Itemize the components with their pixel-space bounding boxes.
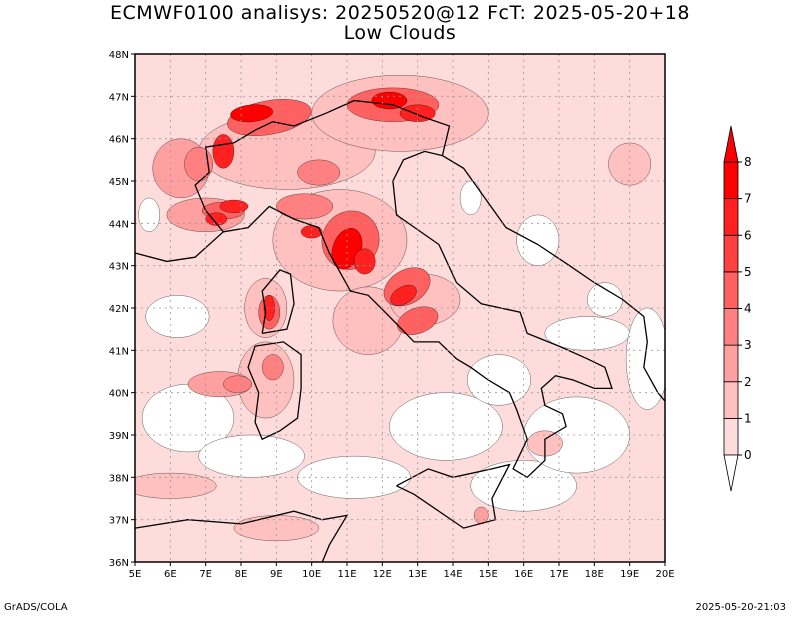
africa-coast-outline <box>135 510 349 562</box>
colorbar-segment <box>723 381 739 419</box>
lon-tick-label: 16E <box>514 569 533 580</box>
cloud-cell <box>371 91 408 110</box>
lat-tick-label: 42N <box>109 304 129 315</box>
italy-mainland-outline <box>194 99 613 479</box>
colorbar-label: 0 <box>744 448 752 462</box>
colorbar-segment <box>723 344 739 383</box>
colorbar-max-arrow <box>723 125 739 163</box>
colorbar: 0 1 2 3 4 5 6 7 8 <box>723 125 752 492</box>
lat-tick-label: 40N <box>109 389 129 400</box>
lon-tick-label: 6E <box>164 569 177 580</box>
colorbar-label: 1 <box>744 411 752 425</box>
map-title: ECMWF0100 analisys: 20250520@12 FcT: 202… <box>110 2 690 24</box>
lat-tick-label: 45N <box>109 177 129 188</box>
cloud-cell <box>223 375 252 393</box>
graticule <box>135 54 665 562</box>
footer-credit: GrADS/COLA <box>4 602 68 613</box>
lon-tick-label: 14E <box>443 569 462 580</box>
cloud-cell <box>198 434 305 478</box>
cloud-cell <box>459 180 482 216</box>
cloud-cell <box>184 146 213 182</box>
lat-tick-label: 48N <box>109 50 129 61</box>
cloud-cell <box>397 306 439 335</box>
lat-tick-label: 36N <box>109 558 129 569</box>
colorbar-segment <box>723 198 739 236</box>
lon-tick-label: 10E <box>302 569 321 580</box>
cloud-cell <box>138 197 160 233</box>
lon-tick-label: 15E <box>479 569 498 580</box>
colorbar-label: 4 <box>744 302 752 316</box>
colorbar-label: 5 <box>744 265 752 279</box>
colorbar-segment <box>723 161 739 200</box>
cloud-cell <box>205 212 228 226</box>
cloud-cell <box>261 354 284 381</box>
lat-tick-label: 38N <box>109 473 129 484</box>
lon-tick-label: 12E <box>373 569 392 580</box>
colorbar-label: 3 <box>744 338 752 352</box>
cloud-cell <box>608 142 652 186</box>
cloud-cell <box>276 193 334 220</box>
lon-tick-label: 17E <box>549 569 568 580</box>
sicily-outline <box>396 463 511 529</box>
latitude-axis: 36N 37N 38N 39N 40N 41N 42N 43N 44N 45N 46N 47N 48N <box>109 50 135 569</box>
cloud-cell <box>466 354 531 406</box>
lat-tick-label: 47N <box>109 92 129 103</box>
lon-tick-label: 9E <box>270 569 283 580</box>
lat-tick-label: 43N <box>109 262 129 273</box>
corsica-outline <box>261 269 295 335</box>
france-coast-outline <box>135 231 224 263</box>
lon-tick-label: 8E <box>235 569 248 580</box>
cloud-cell <box>297 159 341 186</box>
lon-tick-label: 19E <box>620 569 639 580</box>
lon-tick-label: 20E <box>655 569 674 580</box>
lon-tick-label: 5E <box>129 569 142 580</box>
lat-tick-label: 39N <box>109 431 129 442</box>
cloud-cell <box>135 472 217 499</box>
colorbar-label: 8 <box>744 155 752 169</box>
colorbar-segment <box>723 234 739 273</box>
coastline-outline <box>135 99 665 562</box>
lat-tick-label: 41N <box>109 346 129 357</box>
colorbar-label: 7 <box>744 192 752 206</box>
colorbar-min-arrow <box>723 454 739 492</box>
cloud-cell <box>145 295 210 338</box>
lat-tick-label: 44N <box>109 219 129 230</box>
lon-tick-label: 11E <box>337 569 356 580</box>
cloud-cell <box>353 248 376 275</box>
colorbar-segment <box>723 308 739 346</box>
lon-tick-label: 13E <box>408 569 427 580</box>
map-subtitle: Low Clouds <box>343 22 457 44</box>
lat-tick-label: 37N <box>109 516 129 527</box>
colorbar-label: 6 <box>744 228 752 242</box>
sardinia-outline <box>247 341 302 441</box>
cloud-cell <box>219 199 249 213</box>
cloud-cell <box>473 506 489 525</box>
lon-tick-label: 18E <box>585 569 604 580</box>
lat-tick-label: 46N <box>109 135 129 146</box>
footer-timestamp: 2025-05-20-21:03 <box>695 602 786 613</box>
cloud-cell <box>212 134 235 169</box>
cloud-cell <box>625 307 665 410</box>
longitude-axis: 5E 6E 7E 8E 9E 10E 11E 12E 13E 14E 15E 16E 17E 18E 19E… <box>129 562 675 580</box>
colorbar-segment <box>723 417 739 456</box>
cloud-cell <box>587 282 623 317</box>
cloud-cell <box>516 214 560 266</box>
cloud-cell <box>390 284 417 306</box>
colorbar-label: 2 <box>744 375 752 389</box>
lon-tick-label: 7E <box>199 569 212 580</box>
colorbar-segment <box>723 271 739 309</box>
